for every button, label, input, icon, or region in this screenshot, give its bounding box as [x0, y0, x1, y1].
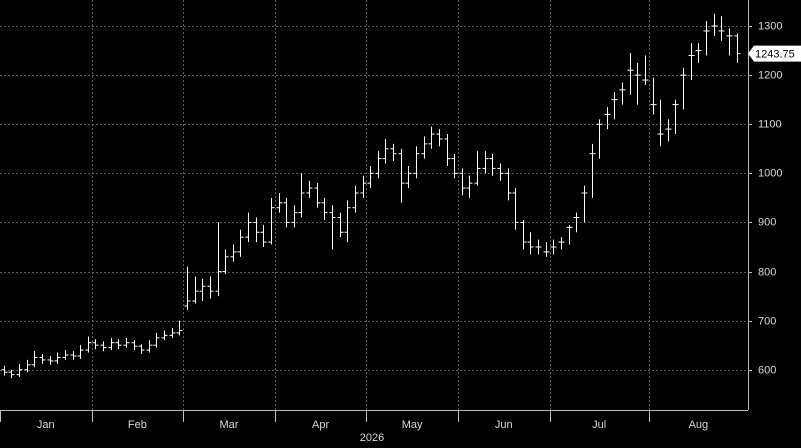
x-tick-label: Aug	[689, 419, 709, 431]
y-tick-label: 1100	[758, 118, 782, 130]
y-tick-label: 900	[758, 216, 776, 228]
last-price-label: 1243.75	[755, 49, 795, 61]
y-tick-label: 1300	[758, 20, 782, 32]
y-tick-label: 600	[758, 364, 776, 376]
x-tick-label: May	[402, 419, 423, 431]
y-tick-label: 800	[758, 266, 776, 278]
y-tick-label: 700	[758, 315, 776, 327]
last-price-tag	[748, 45, 801, 62]
x-tick-label: Jul	[592, 419, 606, 431]
x-tick-label: Jan	[37, 419, 55, 431]
x-tick-label: Feb	[128, 419, 147, 431]
y-tick-label: 1200	[758, 69, 782, 81]
x-tick-label: Mar	[220, 419, 239, 431]
x-tick-label: Apr	[312, 419, 329, 431]
x-axis-label: 2026	[360, 432, 384, 444]
x-tick-label: Jun	[495, 419, 513, 431]
y-tick-label: 1000	[758, 167, 782, 179]
